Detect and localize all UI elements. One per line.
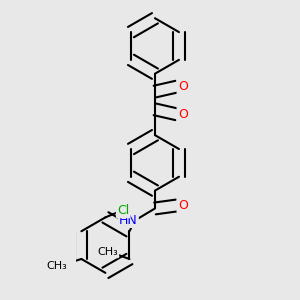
Text: CH₃: CH₃: [46, 261, 67, 271]
Text: O: O: [178, 199, 188, 212]
Text: HN: HN: [119, 214, 138, 227]
Text: CH₃: CH₃: [97, 247, 118, 257]
Text: O: O: [178, 108, 188, 121]
Text: O: O: [178, 80, 188, 93]
Text: Cl: Cl: [117, 204, 129, 217]
